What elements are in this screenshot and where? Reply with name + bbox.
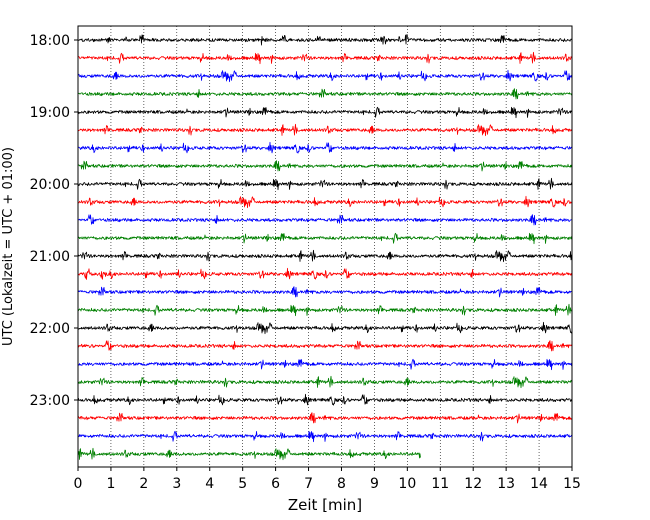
- seismic-trace: [77, 214, 573, 226]
- seismic-trace: [77, 88, 573, 100]
- seismic-trace: [77, 447, 421, 461]
- x-tick-label: 11: [431, 476, 449, 492]
- seismic-trace: [77, 358, 573, 371]
- seismic-trace: [77, 51, 573, 65]
- x-tick-label: 3: [172, 476, 181, 492]
- seismic-trace: [77, 267, 573, 280]
- seismic-trace: [77, 177, 573, 191]
- y-axis-label: UTC (Lokalzeit = UTC + 01:00): [1, 147, 16, 346]
- x-tick-label: 9: [370, 476, 379, 492]
- seismic-trace: [77, 375, 573, 389]
- x-tick-label: 15: [563, 476, 581, 492]
- x-tick-label: 6: [271, 476, 280, 492]
- seismic-trace: [77, 321, 573, 335]
- x-tick-label: 4: [205, 476, 214, 492]
- seismic-trace: [77, 249, 573, 263]
- seismic-traces: [77, 33, 573, 461]
- x-axis-label: Zeit [min]: [288, 496, 362, 514]
- seismic-trace: [77, 232, 572, 245]
- seismic-trace: [77, 33, 573, 46]
- y-tick-label: 22:00: [30, 321, 70, 337]
- x-tick-label: 0: [74, 476, 83, 492]
- seismic-trace: [77, 340, 573, 352]
- x-axis-ticks: 0 1 2 3 4 5 6 7 8 9 10 11 12 13 14 15: [74, 467, 581, 492]
- x-tick-label: 1: [106, 476, 115, 492]
- seismic-trace: [77, 195, 573, 209]
- seismic-trace: [77, 430, 573, 443]
- y-tick-label: 21:00: [30, 249, 70, 265]
- seismic-trace: [77, 286, 573, 298]
- x-tick-label: 13: [497, 476, 515, 492]
- seismic-trace: [77, 106, 573, 119]
- y-axis-ticks: 18:00 19:00 20:00 21:00 22:00 23:00: [30, 33, 78, 409]
- x-tick-label: 12: [464, 476, 482, 492]
- seismic-trace: [77, 69, 573, 83]
- x-tick-label: 5: [238, 476, 247, 492]
- x-tick-label: 8: [337, 476, 346, 492]
- x-tick-label: 14: [530, 476, 548, 492]
- plot-frame: [77, 25, 573, 468]
- x-tick-label: 10: [398, 476, 416, 492]
- x-tick-label: 2: [139, 476, 148, 492]
- y-tick-label: 23:00: [30, 393, 70, 409]
- seismic-trace: [77, 141, 573, 154]
- x-tick-label: 7: [304, 476, 313, 492]
- seismic-trace: [77, 160, 573, 172]
- y-tick-label: 20:00: [30, 177, 70, 193]
- y-tick-label: 19:00: [30, 105, 70, 121]
- seismic-trace: [77, 303, 573, 317]
- y-tick-label: 18:00: [30, 33, 70, 49]
- seismic-trace: [77, 393, 573, 406]
- seismic-trace: [77, 123, 573, 137]
- seismic-trace: [77, 412, 573, 424]
